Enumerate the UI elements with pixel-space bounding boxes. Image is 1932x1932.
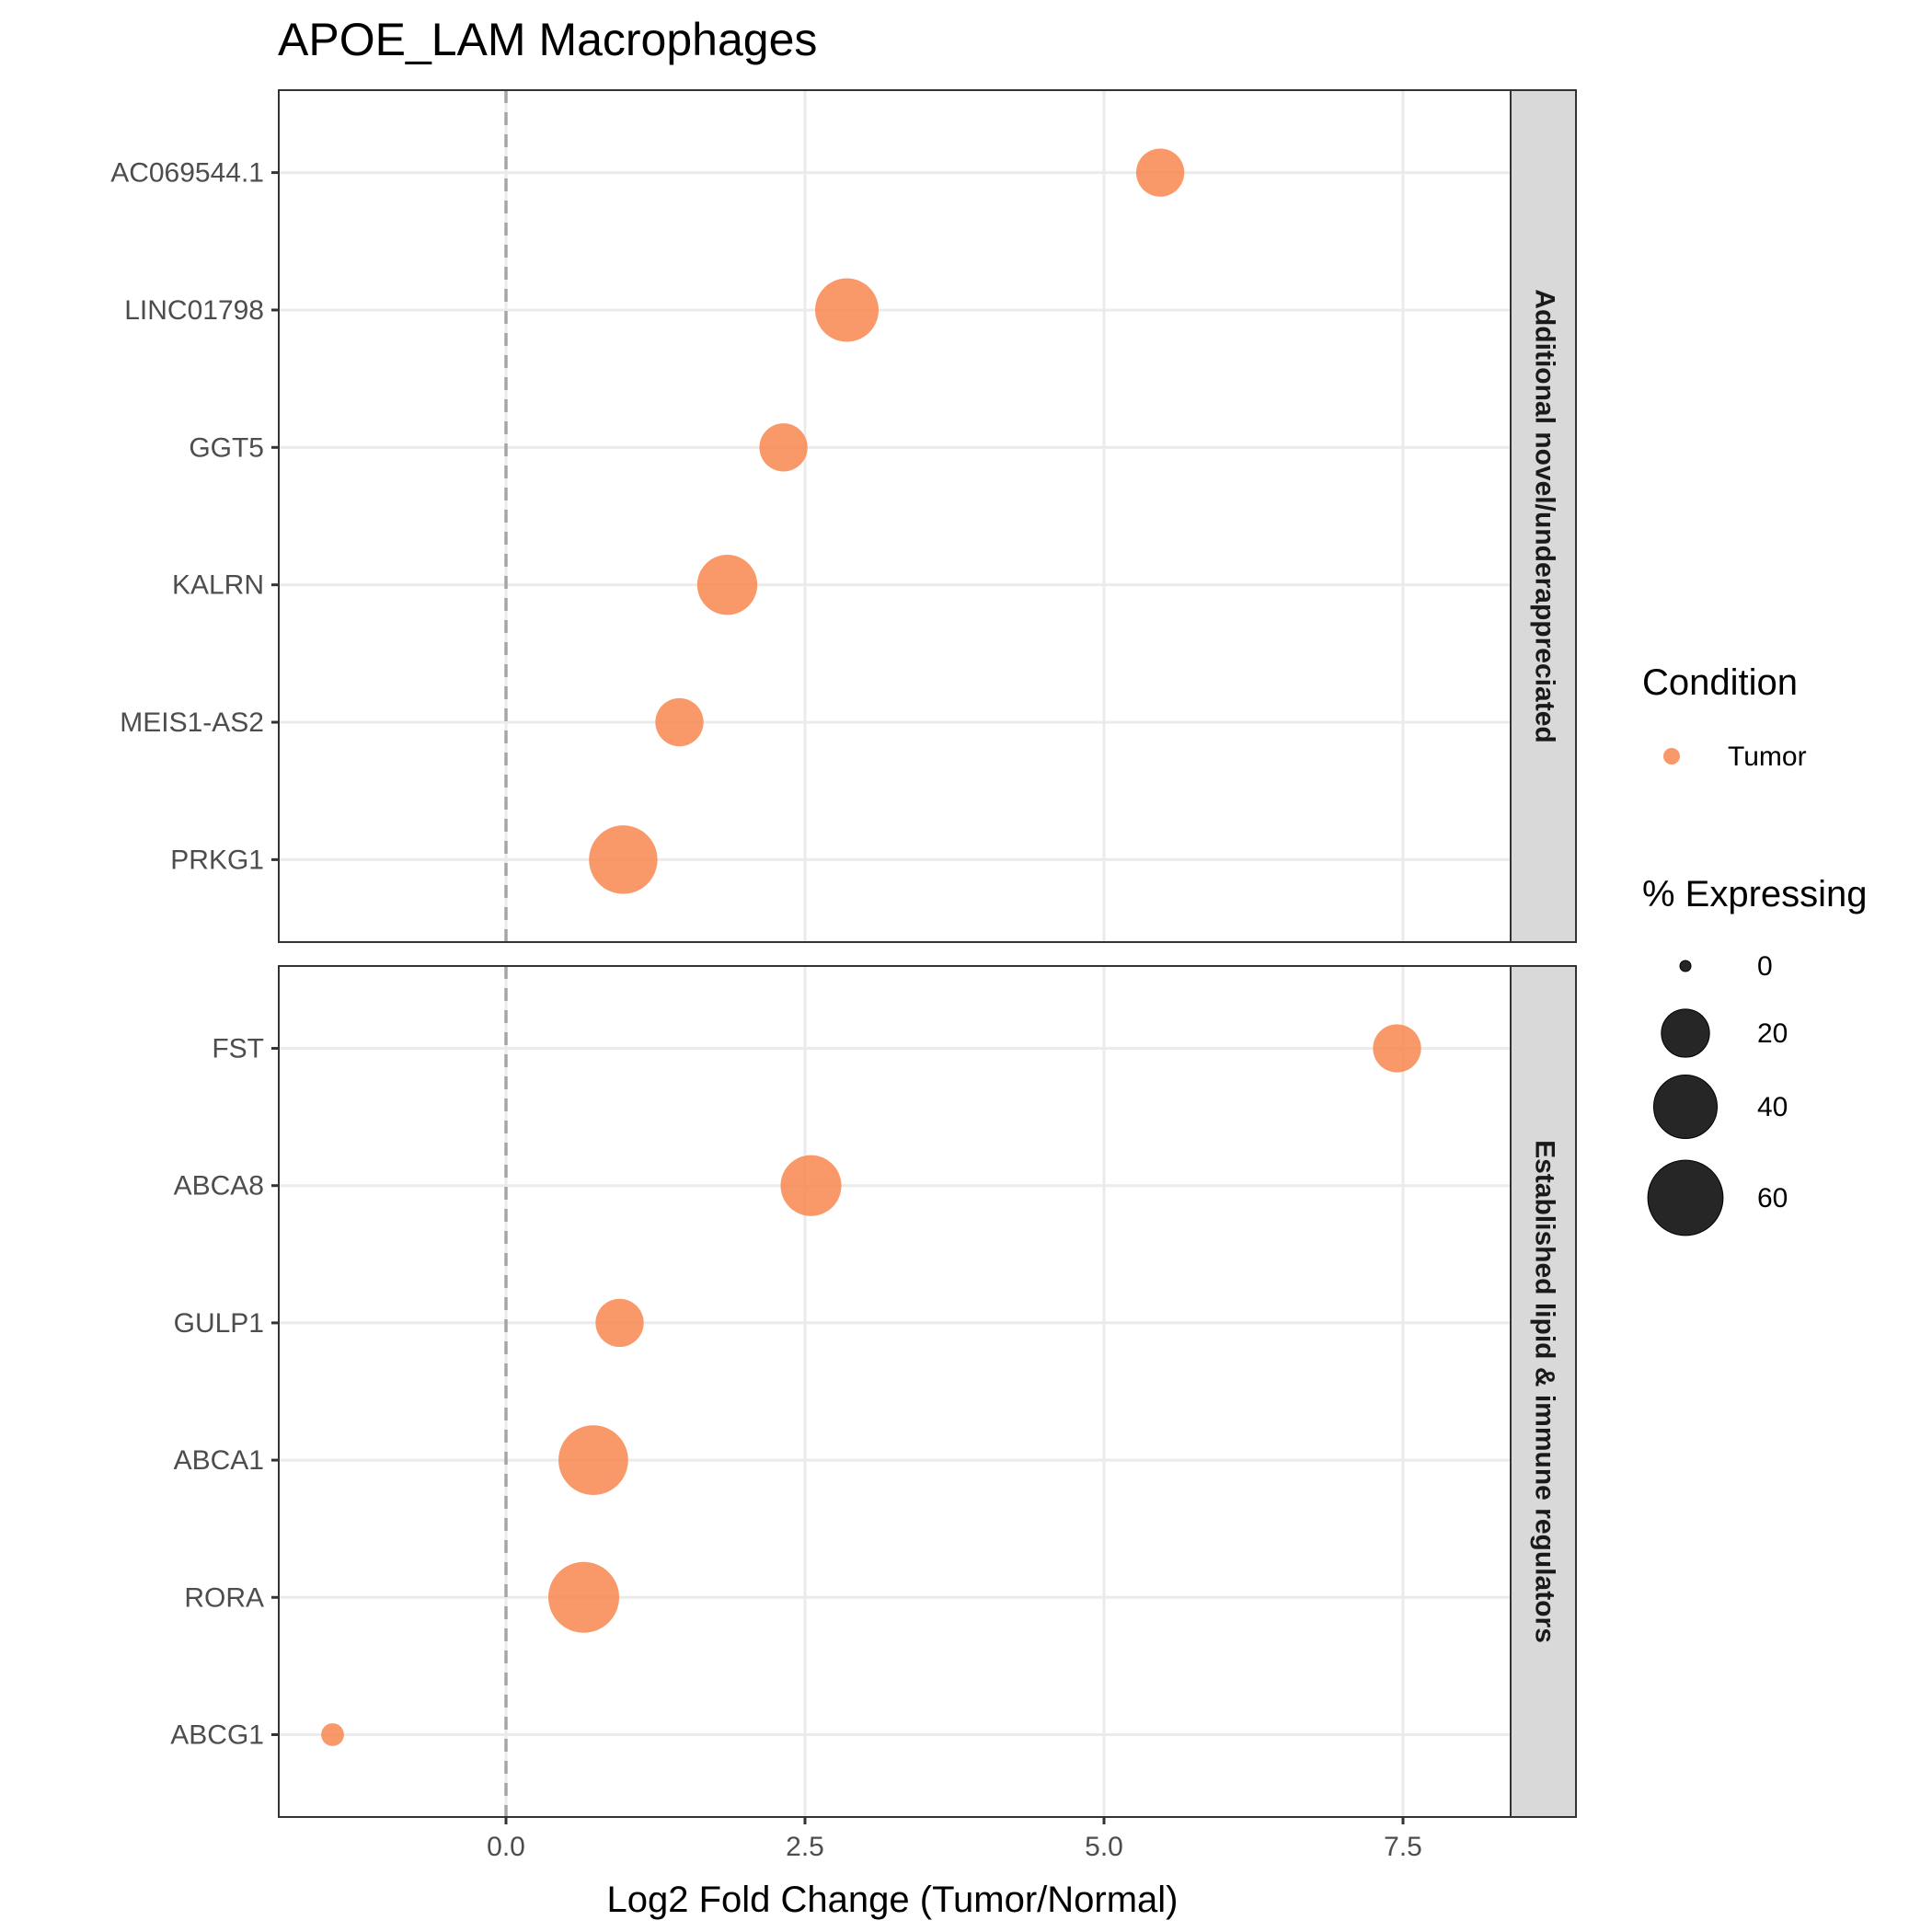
- condition-legend-key: [1663, 748, 1680, 765]
- y-tick-label: LINC01798: [124, 295, 264, 326]
- panels: AC069544.1 LINC01798 GGT5 KALRN MEIS1-AS2 PRK…: [110, 89, 1577, 1818]
- data-point-abcg1: [321, 1723, 344, 1746]
- x-tick-label: 5.0: [1085, 1832, 1123, 1862]
- y-tick-label: GULP1: [174, 1308, 264, 1339]
- size-legend-title: % Expressing: [1642, 874, 1868, 914]
- y-tick-label: FST: [212, 1034, 264, 1064]
- size-legend-label: 0: [1757, 951, 1773, 982]
- condition-legend-label: Tumor: [1728, 742, 1807, 772]
- y-tick-label: MEIS1-AS2: [120, 707, 264, 738]
- y-tick-label: KALRN: [172, 570, 264, 601]
- size-legend-label: 60: [1757, 1183, 1788, 1213]
- y-tick-label: GGT5: [189, 432, 264, 463]
- x-axis: 0.0 2.5 5.0 7.5: [487, 1817, 1422, 1862]
- x-tick-label: 2.5: [786, 1832, 824, 1862]
- y-tick-label: PRKG1: [170, 845, 264, 875]
- size-legend-key: [1661, 1008, 1710, 1058]
- data-point-gulp1: [595, 1298, 644, 1348]
- data-point-ac069544.1: [1135, 148, 1185, 197]
- size-legend-label: 40: [1757, 1092, 1788, 1122]
- data-point-ggt5: [759, 423, 808, 472]
- legend: Condition % Expressing Tumor 0 20 40 60: [1642, 662, 1868, 1236]
- data-point-abca8: [780, 1155, 842, 1216]
- data-point-prkg1: [589, 825, 658, 894]
- data-point-linc01798: [814, 278, 880, 342]
- data-point-fst: [1373, 1024, 1421, 1073]
- panel-2: FST ABCA8 GULP1 ABCA1 RORA ABCG1 Established l…: [170, 965, 1577, 1818]
- panel-1: AC069544.1 LINC01798 GGT5 KALRN MEIS1-AS2 PRK…: [110, 89, 1577, 943]
- size-legend-label: 20: [1757, 1018, 1788, 1049]
- facet-strip-label: Established lipid & immune regulators: [1530, 1140, 1560, 1643]
- facet-strip: [1510, 89, 1577, 943]
- panel-background: [279, 966, 1511, 1817]
- x-tick-label: 0.0: [487, 1832, 525, 1862]
- panel-background: [279, 90, 1511, 942]
- x-tick-label: 7.5: [1384, 1832, 1422, 1862]
- data-point-rora: [547, 1561, 620, 1633]
- condition-legend-title: Condition: [1642, 662, 1798, 703]
- data-point-meis1-as2: [655, 697, 704, 747]
- facet-strip: [1510, 965, 1577, 1818]
- y-tick-label: AC069544.1: [110, 158, 264, 189]
- size-legend-key: [1679, 960, 1692, 972]
- size-legend-key: [1647, 1159, 1724, 1236]
- data-point-abca1: [558, 1425, 628, 1495]
- y-tick-label: ABCG1: [170, 1719, 264, 1750]
- y-tick-label: ABCA8: [174, 1171, 264, 1202]
- data-point-kalrn: [696, 555, 758, 615]
- chart-title: APOE_LAM Macrophages: [278, 14, 817, 65]
- y-tick-label: ABCA1: [174, 1445, 264, 1476]
- facet-strip-label: Additional novel/underappreciated: [1530, 289, 1560, 742]
- y-tick-label: RORA: [184, 1582, 264, 1613]
- size-legend-key: [1652, 1074, 1719, 1140]
- x-axis-title: Log2 Fold Change (Tumor/Normal): [607, 1880, 1179, 1920]
